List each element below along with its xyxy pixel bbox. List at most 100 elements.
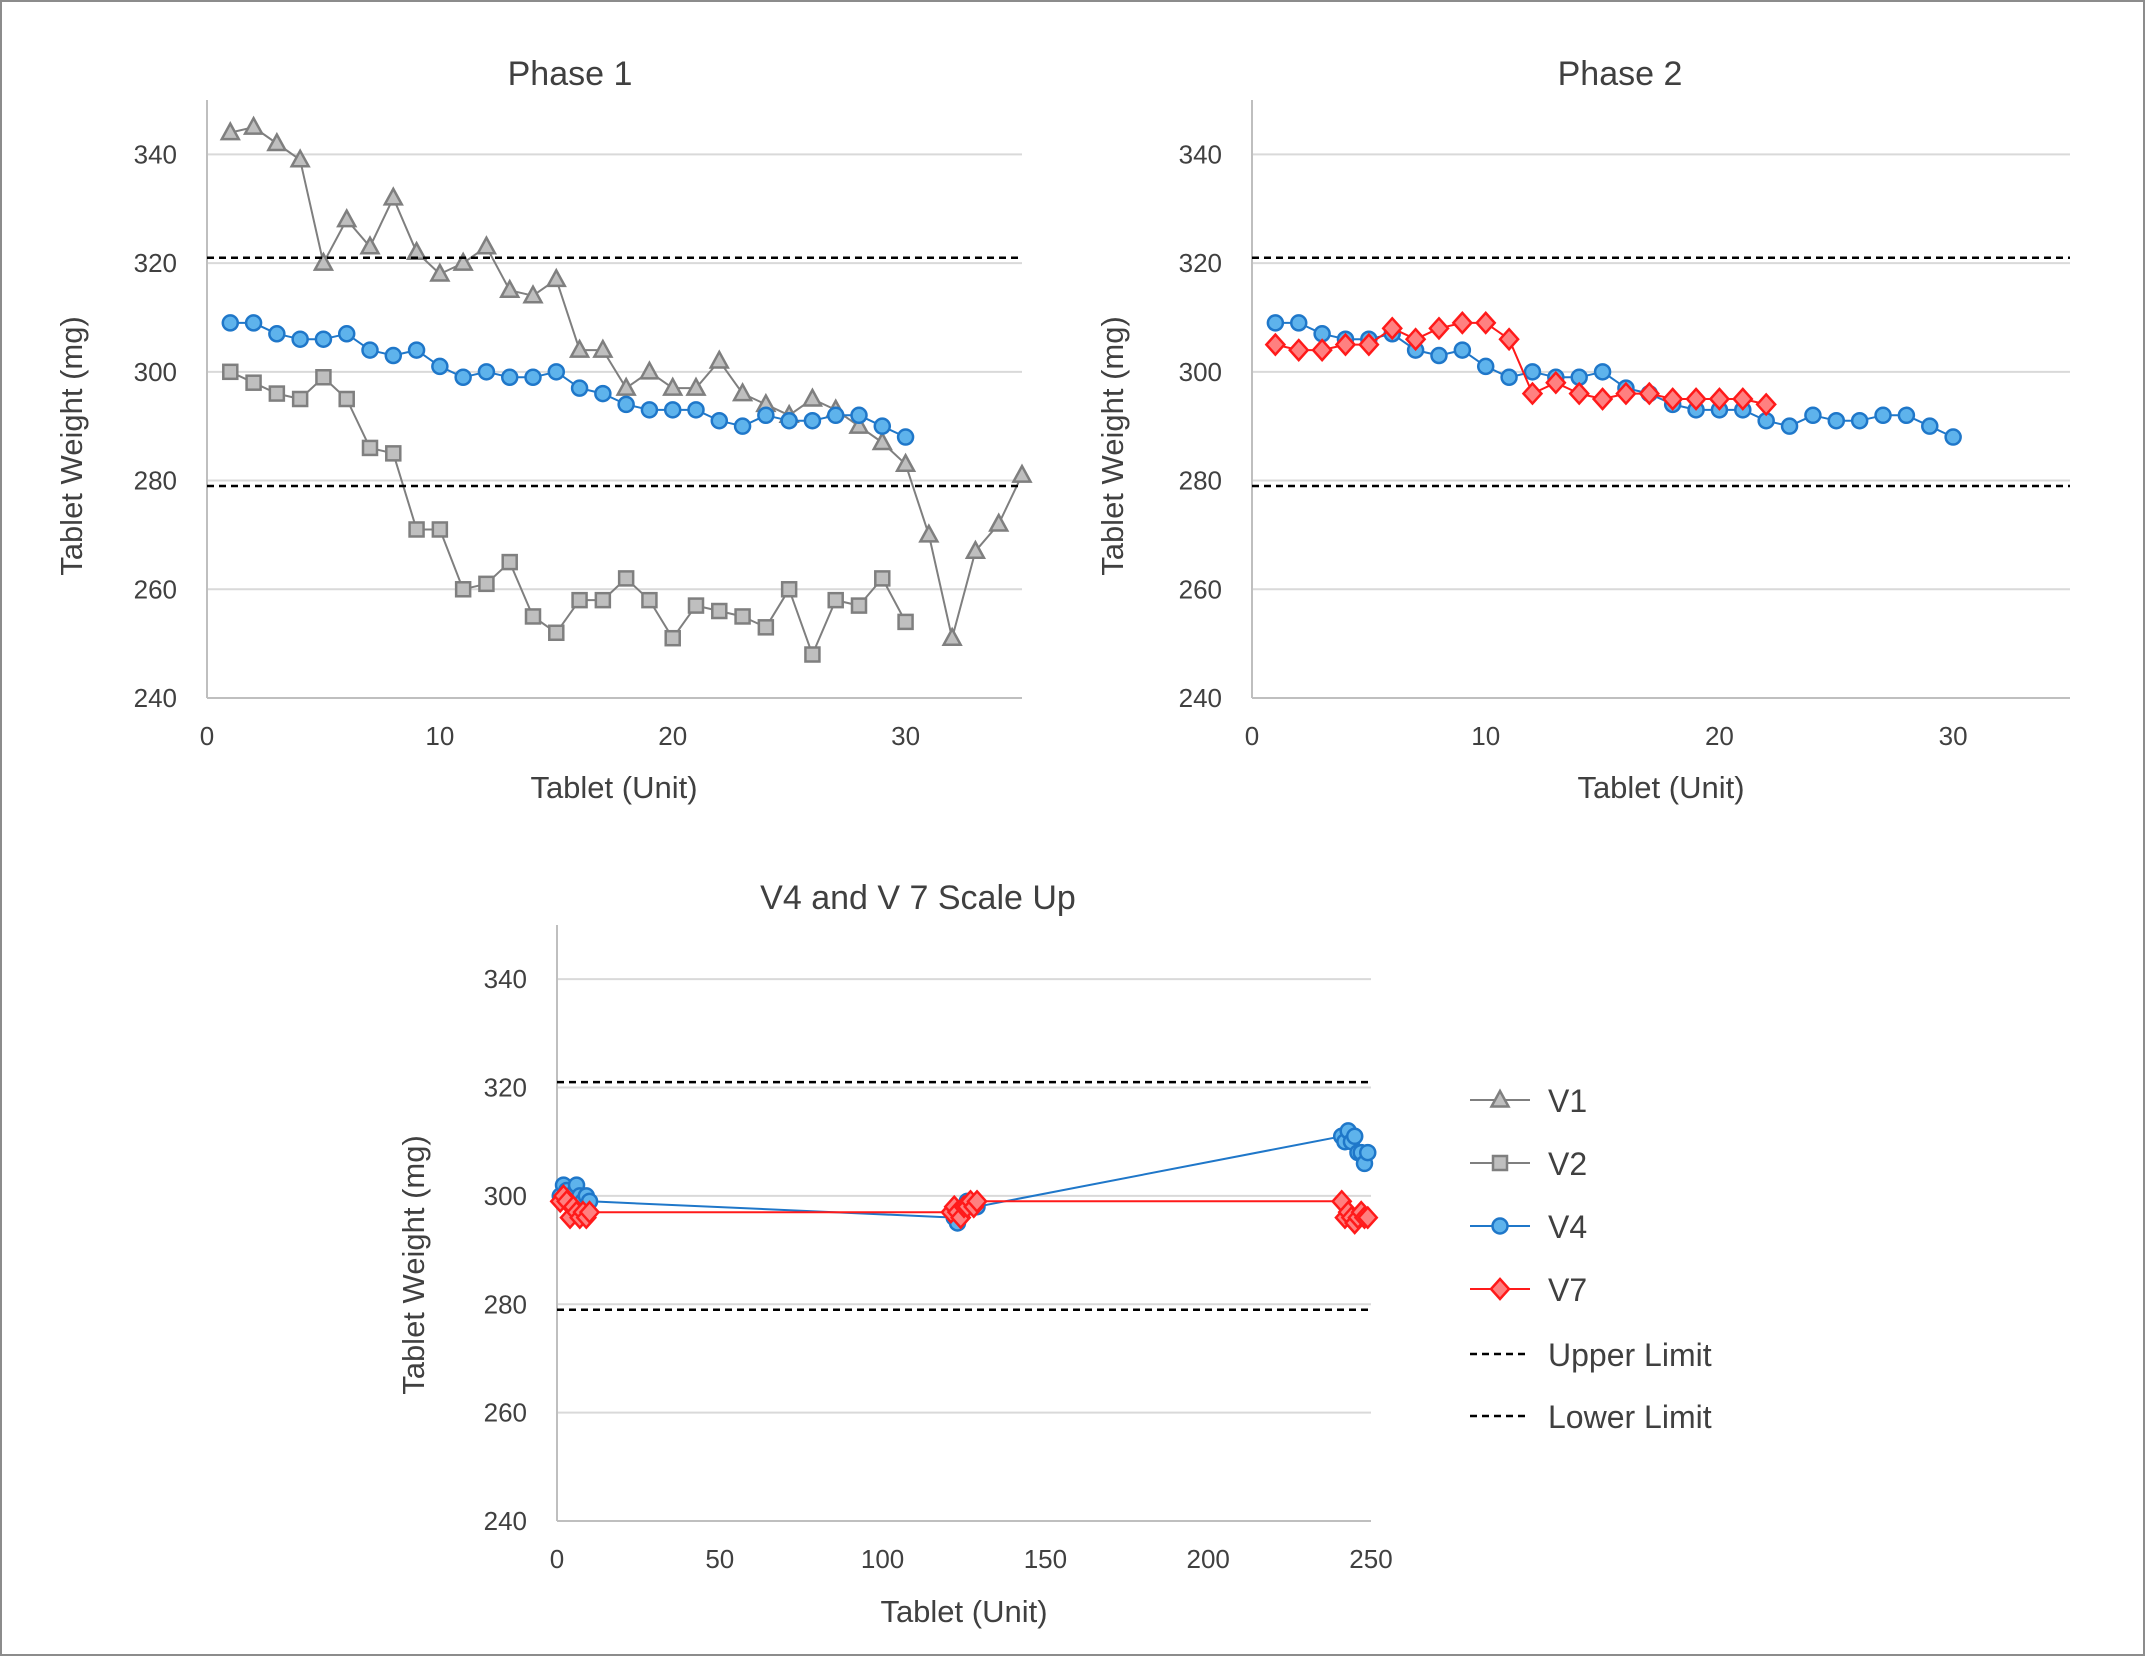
data-point [1568,381,1590,406]
data-point [1404,327,1427,352]
data-point [222,363,239,381]
data-point [1523,363,1542,381]
y-tick-label: 340 [1179,139,1222,169]
data-point [1345,1127,1364,1146]
y-tick-label: 300 [484,1181,527,1211]
data-point [1381,316,1403,341]
data-point [385,445,402,462]
data-point [1011,463,1033,483]
data-point [408,521,425,538]
data-point [1357,1205,1379,1230]
data-point [1289,314,1308,332]
plot-area: 240 260 280 300 320 340 0 10 20 30 [134,100,1033,751]
data-point [757,619,775,636]
data-point [245,374,262,391]
legend-symbol-v4 [1470,1217,1530,1235]
data-point [594,384,612,403]
data-point [1358,332,1380,357]
data-point [1638,381,1660,406]
data-point [268,325,286,343]
data-point [874,570,891,587]
data-point [289,148,311,168]
data-point [578,1200,601,1225]
data-point [1593,363,1612,381]
data-point [384,346,403,365]
x-tick-label: 10 [1471,721,1500,751]
data-point [361,341,379,359]
data-point [407,341,426,359]
data-point [780,581,798,598]
data-point [1451,311,1474,335]
data-point [548,624,565,642]
data-point [454,581,472,598]
chart-phase-1: Phase 1 Tablet (Unit) Tablet Weight (mg)… [54,55,1033,805]
data-point [617,395,635,414]
data-point [338,390,355,408]
y-tick-label: 320 [1179,248,1222,278]
data-point [871,430,893,451]
data-point [500,368,519,387]
x-axis-label: Tablet (Unit) [880,1594,1047,1629]
data-point [361,439,379,457]
series-v4 [1266,314,1962,446]
data-point [848,414,870,434]
data-point [1780,417,1799,435]
x-tick-label: 20 [658,721,687,751]
data-point [359,235,381,255]
data-point [615,376,637,396]
data-point [641,591,658,609]
data-point [640,401,659,419]
data-point [454,368,472,387]
series-line [1275,321,1767,406]
data-point [337,325,356,343]
legend-item-v2: V2 [1470,1146,1587,1182]
data-point [734,608,751,625]
y-tick-label: 340 [134,139,177,169]
y-tick-label: 280 [484,1289,527,1319]
data-point [827,591,844,609]
data-point [1288,338,1310,362]
x-tick-label: 30 [1939,721,1968,751]
chart-title: Phase 1 [508,55,633,93]
chart-title: V4 and V 7 Scale Up [760,879,1076,917]
data-point [664,629,681,647]
data-point [1264,332,1287,357]
data-point [1430,346,1448,365]
data-point [966,1189,988,1214]
data-point [268,385,286,402]
data-point [1476,357,1495,376]
legend-label-lower-limit: Lower Limit [1548,1399,1712,1435]
data-point [1685,387,1707,411]
y-tick-label: 320 [484,1073,527,1103]
data-point [1662,387,1684,411]
legend-item-v4: V4 [1470,1209,1587,1245]
x-tick-label: 0 [200,721,214,751]
chart-phase-2: Phase 2 Tablet (Unit) Tablet Weight (mg)… [1095,55,2070,805]
y-tick-label: 340 [484,964,527,994]
data-point [242,115,265,135]
data-point [801,387,824,407]
series-v7 [1264,311,1777,417]
data-point [1498,327,1520,352]
data-point [1850,411,1869,430]
data-point [804,646,821,663]
data-point [291,390,309,408]
data-point [1732,387,1754,411]
data-point [1827,411,1846,430]
data-point [431,357,449,376]
data-point [475,235,498,255]
series-v7 [549,1184,1379,1235]
data-point [733,417,752,435]
x-tick-label: 50 [705,1544,734,1574]
data-point [687,597,705,614]
legend-marker [1489,1277,1511,1301]
data-point [452,251,474,271]
data-point [266,131,288,152]
y-tick-label: 240 [484,1506,527,1536]
data-point [1311,338,1333,362]
data-point [314,330,333,348]
series-v2 [222,363,914,663]
